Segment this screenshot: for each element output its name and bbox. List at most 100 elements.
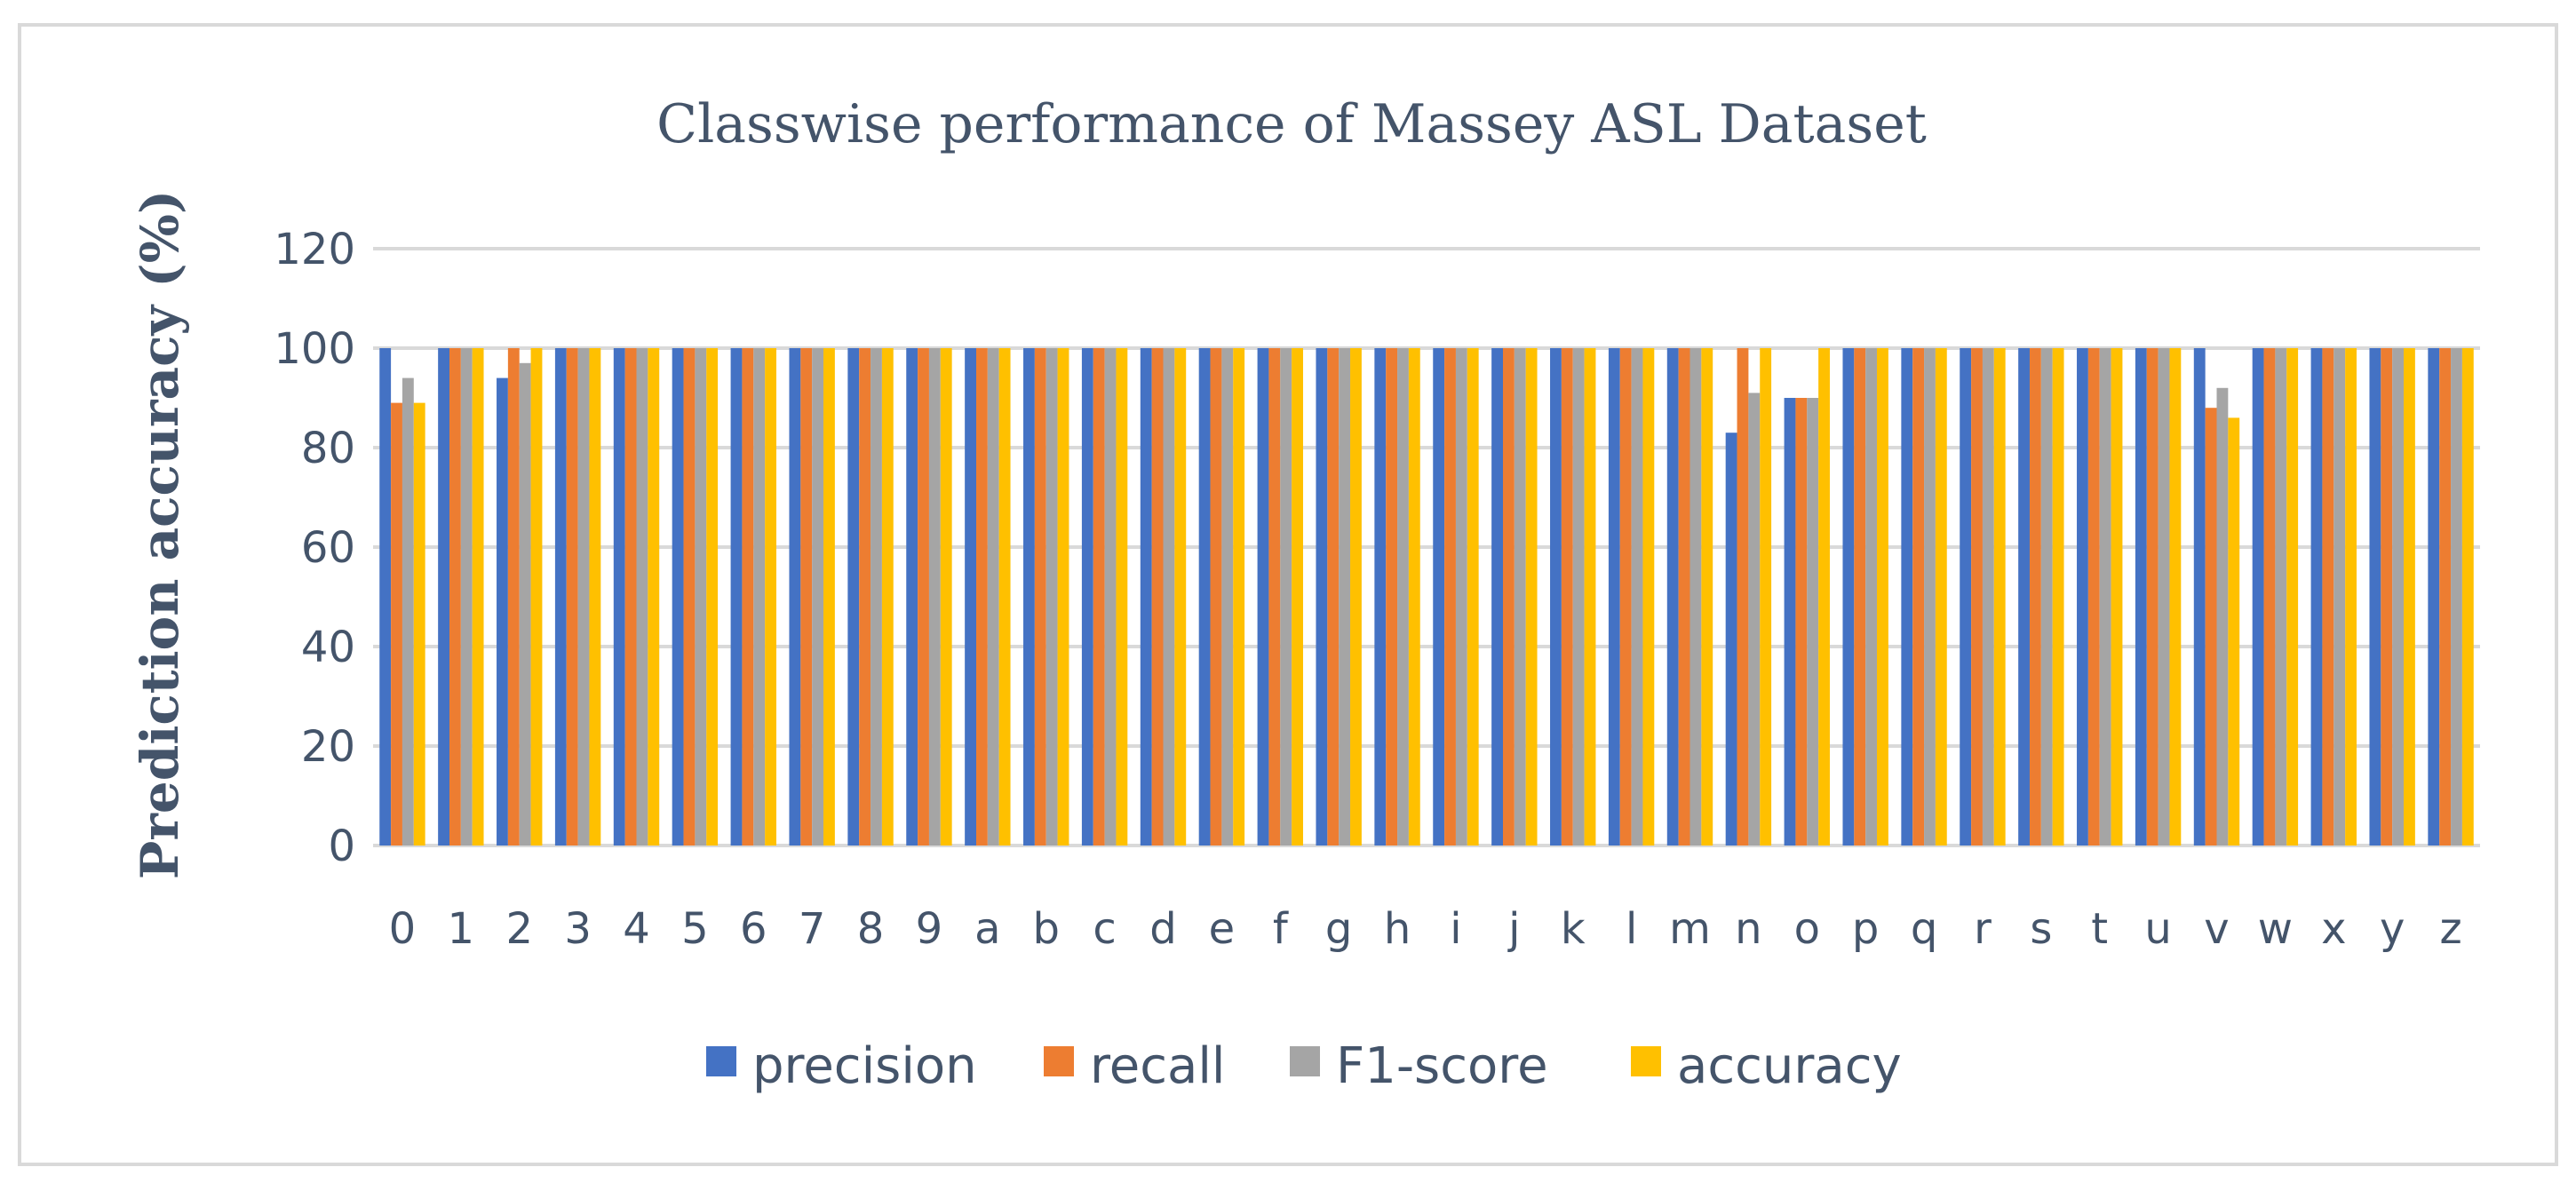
- x-tick-label: n: [1735, 904, 1761, 954]
- y-axis-ticks: 0 20 40 60 80 100 120: [274, 225, 355, 871]
- bar-f1-score-t: [2099, 348, 2111, 846]
- y-tick-label: 40: [301, 623, 355, 672]
- bar-accuracy-5: [706, 348, 719, 846]
- bar-precision-l: [1608, 348, 1620, 846]
- x-tick-label: d: [1149, 904, 1176, 954]
- bar-f1-score-j: [1514, 348, 1526, 846]
- bar-f1-score-x: [2334, 348, 2346, 846]
- bar-f1-score-w: [2275, 348, 2287, 846]
- bar-recall-y: [2381, 348, 2393, 846]
- bar-f1-score-e: [1221, 348, 1234, 846]
- bar-accuracy-p: [1877, 348, 1888, 846]
- bar-f1-score-5: [695, 348, 707, 846]
- bar-precision-e: [1198, 348, 1211, 846]
- bar-accuracy-6: [765, 348, 776, 846]
- bar-precision-x: [2310, 348, 2323, 846]
- bar-accuracy-h: [1408, 348, 1420, 846]
- legend-swatch: [706, 1046, 736, 1076]
- x-tick-label: g: [1325, 904, 1352, 954]
- bar-accuracy-9: [940, 348, 952, 846]
- bar-recall-i: [1444, 348, 1456, 846]
- bar-precision-6: [730, 348, 743, 846]
- bar-accuracy-0: [413, 402, 425, 846]
- bar-f1-score-1: [460, 348, 473, 846]
- bar-f1-score-a: [987, 348, 999, 846]
- bar-precision-t: [2077, 348, 2088, 846]
- bar-recall-7: [800, 348, 813, 846]
- bar-f1-score-s: [2040, 348, 2053, 846]
- bar-accuracy-o: [1818, 348, 1830, 846]
- bar-recall-m: [1678, 348, 1690, 846]
- bar-accuracy-d: [1174, 348, 1187, 846]
- x-tick-label: 2: [505, 904, 533, 954]
- x-tick-label: 9: [916, 904, 943, 954]
- legend-label: recall: [1090, 1037, 1225, 1095]
- x-tick-label: e: [1209, 904, 1236, 954]
- bar-f1-score-9: [928, 348, 941, 846]
- bar-recall-c: [1093, 348, 1105, 846]
- bar-recall-u: [2146, 348, 2159, 846]
- x-tick-label: l: [1626, 904, 1637, 954]
- y-tick-label: 60: [301, 523, 355, 573]
- y-tick-label: 0: [328, 822, 355, 871]
- bar-recall-2: [507, 348, 520, 846]
- x-tick-label: x: [2321, 904, 2346, 954]
- bar-recall-t: [2087, 348, 2100, 846]
- bar-precision-i: [1433, 348, 1445, 846]
- bar-precision-b: [1023, 348, 1035, 846]
- bar-accuracy-g: [1350, 348, 1362, 846]
- bar-recall-z: [2439, 348, 2452, 846]
- bar-f1-score-g: [1339, 348, 1351, 846]
- y-tick-label: 100: [274, 324, 355, 374]
- bar-precision-p: [1842, 348, 1855, 846]
- bar-accuracy-8: [881, 348, 894, 846]
- bar-f1-score-8: [871, 348, 882, 846]
- bar-accuracy-2: [530, 348, 543, 846]
- x-tick-label: o: [1794, 904, 1820, 954]
- x-tick-label: z: [2439, 904, 2461, 954]
- bar-precision-7: [789, 348, 801, 846]
- x-tick-label: c: [1093, 904, 1116, 954]
- legend-label: precision: [752, 1037, 977, 1095]
- bar-f1-score-3: [577, 348, 590, 846]
- x-tick-label: k: [1561, 904, 1586, 954]
- bar-f1-score-u: [2158, 348, 2170, 846]
- bar-f1-score-v: [2216, 387, 2229, 846]
- bar-accuracy-y: [2404, 348, 2415, 846]
- x-tick-label: f: [1273, 904, 1289, 954]
- bar-recall-q: [1912, 348, 1925, 846]
- bar-recall-r: [1971, 348, 1983, 846]
- bar-f1-score-h: [1397, 348, 1409, 846]
- bar-recall-l: [1619, 348, 1632, 846]
- bar-recall-d: [1151, 348, 1164, 846]
- bar-recall-0: [391, 402, 402, 846]
- bar-recall-3: [566, 348, 578, 846]
- x-tick-label: q: [1911, 904, 1937, 954]
- bar-precision-w: [2252, 348, 2264, 846]
- bar-accuracy-m: [1701, 348, 1713, 846]
- bar-f1-score-0: [402, 377, 414, 846]
- bar-recall-n: [1737, 348, 1749, 846]
- bar-precision-4: [613, 348, 625, 846]
- x-tick-label: 8: [857, 904, 885, 954]
- bar-recall-k: [1561, 348, 1573, 846]
- bar-precision-2: [497, 377, 508, 846]
- bar-precision-q: [1901, 348, 1913, 846]
- y-axis-label: Prediction accuracy (%): [130, 190, 190, 880]
- x-tick-label: 1: [448, 904, 475, 954]
- bar-recall-1: [449, 348, 461, 846]
- bar-accuracy-v: [2228, 417, 2240, 846]
- bar-recall-b: [1034, 348, 1046, 846]
- bar-recall-w: [2263, 348, 2276, 846]
- x-tick-label: 6: [740, 904, 767, 954]
- bar-f1-score-6: [753, 348, 766, 846]
- bar-recall-8: [859, 348, 871, 846]
- bar-recall-h: [1386, 348, 1398, 846]
- bar-f1-score-c: [1104, 348, 1117, 846]
- legend: precision recall F1-score accuracy: [706, 1037, 1902, 1095]
- x-tick-label: 4: [623, 904, 650, 954]
- bar-precision-y: [2369, 348, 2381, 846]
- bar-precision-s: [2018, 348, 2030, 846]
